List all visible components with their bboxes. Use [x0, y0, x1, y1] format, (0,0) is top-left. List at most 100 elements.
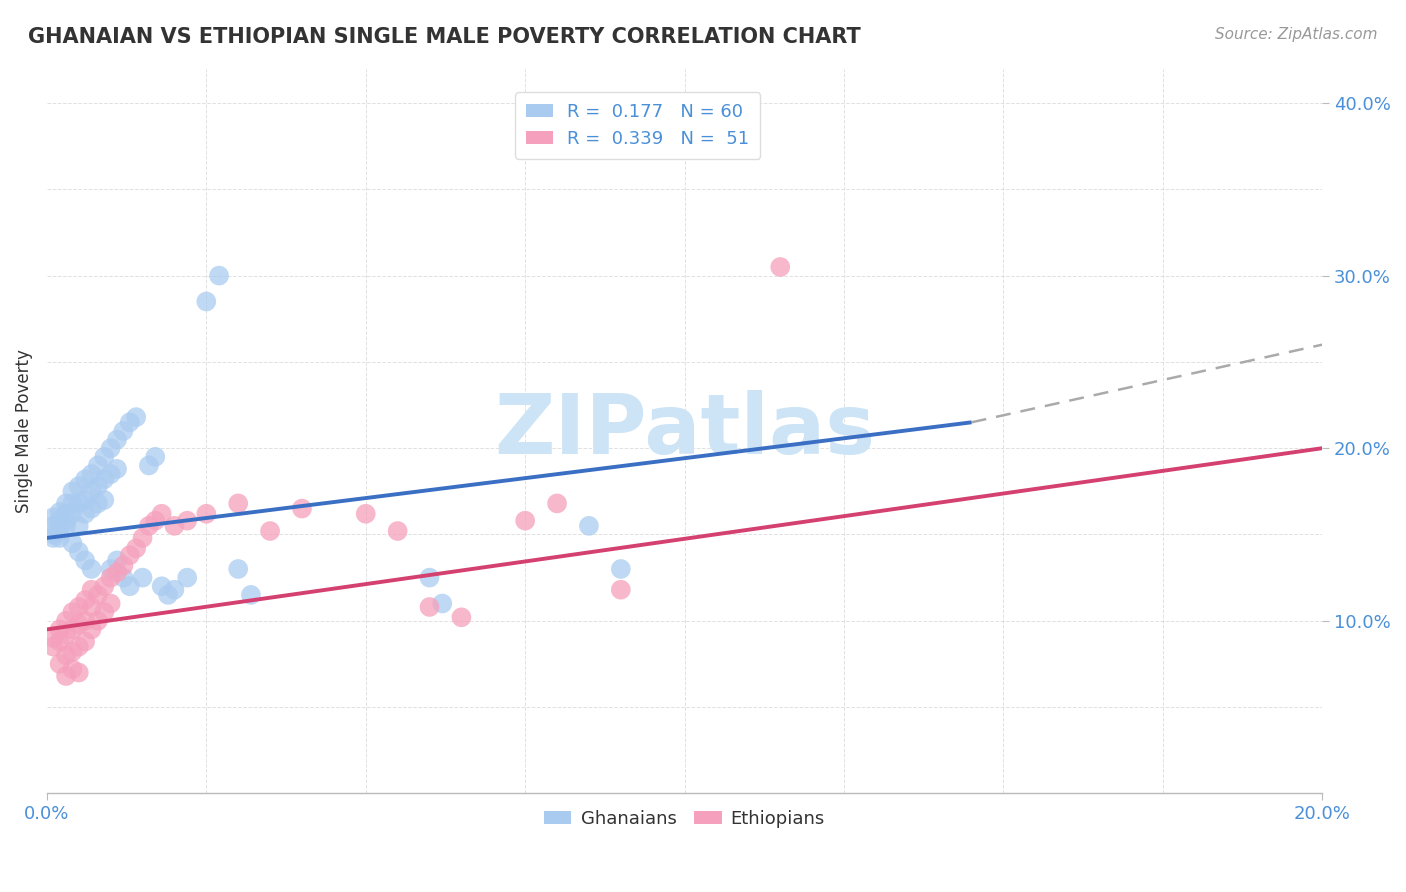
- Point: [67, 599, 90, 614]
- Point: [67, 496, 90, 510]
- Point: [418, 571, 440, 585]
- Point: [176, 571, 198, 585]
- Point: [769, 260, 792, 274]
- Point: [226, 562, 249, 576]
- Point: [546, 496, 568, 510]
- Point: [48, 634, 70, 648]
- Point: [195, 507, 218, 521]
- Point: [143, 450, 166, 464]
- Point: [48, 505, 70, 519]
- Text: GHANAIAN VS ETHIOPIAN SINGLE MALE POVERTY CORRELATION CHART: GHANAIAN VS ETHIOPIAN SINGLE MALE POVERT…: [28, 27, 860, 46]
- Point: [42, 527, 65, 541]
- Point: [67, 640, 90, 654]
- Point: [80, 599, 103, 614]
- Point: [42, 631, 65, 645]
- Point: [55, 627, 77, 641]
- Point: [112, 558, 135, 573]
- Text: ZIPatlas: ZIPatlas: [494, 391, 875, 472]
- Point: [80, 562, 103, 576]
- Point: [100, 571, 122, 585]
- Point: [67, 617, 90, 632]
- Point: [208, 268, 231, 283]
- Point: [48, 623, 70, 637]
- Point: [80, 582, 103, 597]
- Point: [80, 623, 103, 637]
- Point: [55, 614, 77, 628]
- Point: [93, 579, 115, 593]
- Point: [432, 597, 454, 611]
- Point: [67, 665, 90, 680]
- Point: [93, 492, 115, 507]
- Point: [60, 507, 83, 521]
- Point: [75, 553, 97, 567]
- Point: [80, 484, 103, 499]
- Point: [195, 294, 218, 309]
- Point: [48, 657, 70, 671]
- Point: [112, 571, 135, 585]
- Point: [60, 623, 83, 637]
- Point: [163, 519, 186, 533]
- Point: [176, 514, 198, 528]
- Point: [42, 531, 65, 545]
- Text: Source: ZipAtlas.com: Source: ZipAtlas.com: [1215, 27, 1378, 42]
- Point: [75, 614, 97, 628]
- Point: [60, 496, 83, 510]
- Point: [60, 484, 83, 499]
- Point: [610, 582, 633, 597]
- Point: [105, 553, 128, 567]
- Point: [226, 496, 249, 510]
- Point: [125, 541, 148, 556]
- Point: [80, 467, 103, 481]
- Point: [125, 410, 148, 425]
- Point: [354, 507, 377, 521]
- Point: [55, 648, 77, 663]
- Point: [418, 599, 440, 614]
- Point: [55, 519, 77, 533]
- Point: [48, 524, 70, 538]
- Point: [60, 662, 83, 676]
- Point: [131, 571, 153, 585]
- Point: [131, 531, 153, 545]
- Y-axis label: Single Male Poverty: Single Male Poverty: [15, 349, 32, 513]
- Point: [48, 531, 70, 545]
- Point: [87, 496, 110, 510]
- Point: [157, 588, 180, 602]
- Point: [42, 640, 65, 654]
- Point: [87, 458, 110, 473]
- Point: [100, 562, 122, 576]
- Point: [239, 588, 262, 602]
- Point: [291, 501, 314, 516]
- Point: [55, 514, 77, 528]
- Point: [93, 450, 115, 464]
- Point: [60, 605, 83, 619]
- Point: [515, 514, 537, 528]
- Point: [55, 496, 77, 510]
- Point: [42, 519, 65, 533]
- Point: [93, 472, 115, 486]
- Point: [163, 582, 186, 597]
- Point: [60, 645, 83, 659]
- Point: [105, 566, 128, 580]
- Point: [93, 605, 115, 619]
- Point: [75, 507, 97, 521]
- Point: [610, 562, 633, 576]
- Point: [67, 519, 90, 533]
- Point: [143, 514, 166, 528]
- Point: [75, 593, 97, 607]
- Point: [450, 610, 472, 624]
- Point: [118, 579, 141, 593]
- Legend: Ghanaians, Ethiopians: Ghanaians, Ethiopians: [537, 803, 832, 835]
- Point: [105, 433, 128, 447]
- Point: [42, 510, 65, 524]
- Point: [387, 524, 409, 538]
- Point: [80, 501, 103, 516]
- Point: [67, 545, 90, 559]
- Point: [138, 458, 160, 473]
- Point: [55, 507, 77, 521]
- Point: [100, 467, 122, 481]
- Point: [112, 424, 135, 438]
- Point: [100, 441, 122, 455]
- Point: [55, 669, 77, 683]
- Point: [75, 634, 97, 648]
- Point: [259, 524, 281, 538]
